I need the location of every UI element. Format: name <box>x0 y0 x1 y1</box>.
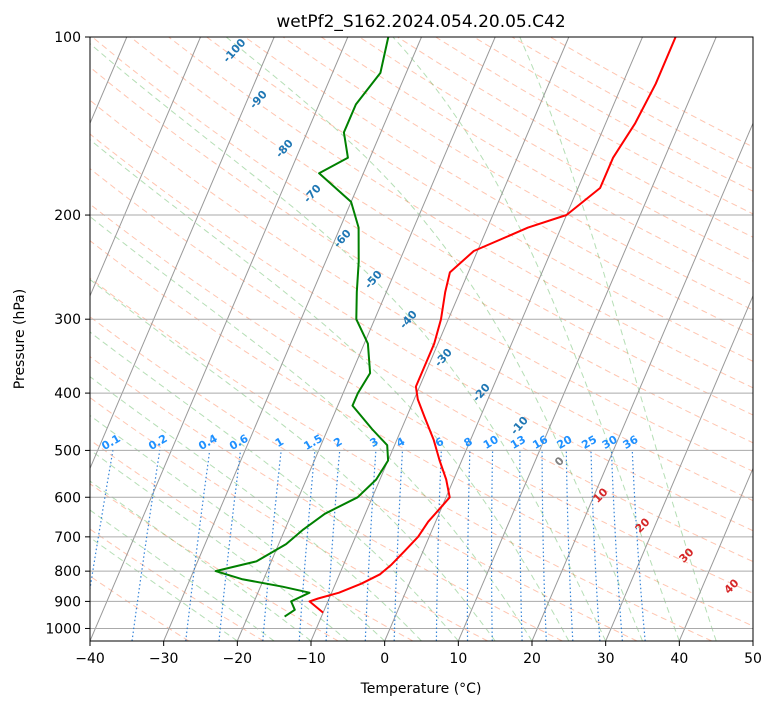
dry-adiabat-line <box>92 37 775 641</box>
moist-adiabat-label: 40 <box>722 576 742 596</box>
mixing-ratio-label: 8 <box>462 435 475 450</box>
moist-adiabat-line <box>0 37 495 641</box>
mixing-ratio-label: 16 <box>530 433 550 452</box>
x-tick-label: −30 <box>149 651 179 667</box>
mixing-ratio-label: 0.6 <box>227 432 251 453</box>
isotherm-line <box>164 37 422 641</box>
moist-adiabat-line <box>0 37 569 641</box>
dry-adiabat-label: -20 <box>470 381 493 405</box>
mixing-ratio-line <box>82 450 113 641</box>
temperature-profile-line <box>310 37 676 613</box>
moist-adiabat-line <box>0 37 274 641</box>
x-tick-label: 0 <box>380 651 389 667</box>
dry-adiabat-line <box>0 37 488 641</box>
isotherm-line <box>16 37 274 641</box>
isotherm-line <box>0 37 201 641</box>
x-tick-label: −40 <box>75 651 105 667</box>
dry-adiabat-line <box>0 37 264 641</box>
dry-adiabat-line <box>0 37 775 641</box>
mixing-ratio-label: 4 <box>394 435 407 450</box>
y-tick-label: 300 <box>54 312 81 328</box>
moist-adiabat-line <box>226 37 642 641</box>
dry-adiabat-line <box>0 37 338 641</box>
moist-adiabat-line <box>0 37 237 641</box>
x-tick-label: −20 <box>223 651 253 667</box>
mixing-ratio-label: 20 <box>555 433 575 452</box>
x-tick-label: −10 <box>296 651 326 667</box>
moist-adiabat-line <box>0 37 532 641</box>
dry-adiabat-line <box>0 37 562 641</box>
dry-adiabat-label: -40 <box>397 308 420 332</box>
isotherm-line <box>458 37 716 641</box>
y-tick-label: 800 <box>54 564 81 580</box>
moist-adiabat-line <box>0 37 385 641</box>
dry-adiabat-line <box>0 37 413 641</box>
mixing-ratio-line <box>520 450 522 641</box>
isotherm-line <box>679 37 775 641</box>
mixing-ratio-line <box>492 450 493 641</box>
dry-adiabat-line <box>512 37 775 641</box>
dewpoint-profile-line <box>216 37 389 617</box>
y-tick-label: 1000 <box>45 621 81 637</box>
moist-adiabat-label: 30 <box>677 545 697 565</box>
dry-adiabat-line <box>550 37 775 641</box>
dry-adiabat-line <box>245 37 775 641</box>
dry-adiabat-line <box>0 37 637 641</box>
dry-adiabat-line <box>283 37 775 641</box>
y-tick-label: 200 <box>54 208 81 224</box>
mixing-ratio-label: 0.4 <box>196 432 220 453</box>
x-tick-label: 30 <box>597 651 615 667</box>
dry-adiabat-label: -90 <box>247 88 270 112</box>
isotherm-line <box>90 37 348 641</box>
x-tick-label: 40 <box>670 651 688 667</box>
mixing-ratio-line <box>436 450 441 641</box>
mixing-ratio-label: 0.2 <box>146 432 169 453</box>
isotherm-line <box>311 37 569 641</box>
dry-adiabat-label: -80 <box>273 137 296 161</box>
isotherm-line <box>753 37 775 641</box>
mixing-ratio-line <box>186 450 210 641</box>
dry-adiabat-line <box>0 37 712 641</box>
moist-adiabat-label: 10 <box>591 485 611 505</box>
dry-adiabat-line <box>359 37 775 641</box>
dry-adiabat-label: -100 <box>220 36 248 65</box>
mixing-ratio-label: 25 <box>579 433 599 452</box>
y-tick-label: 900 <box>54 594 81 610</box>
moist-adiabat-line <box>0 37 348 641</box>
y-tick-label: 700 <box>54 530 81 546</box>
dry-adiabat-line <box>0 37 189 641</box>
y-tick-label: 600 <box>54 490 81 506</box>
x-tick-label: 10 <box>449 651 467 667</box>
moist-adiabat-line <box>0 37 458 641</box>
x-tick-label: 50 <box>744 651 762 667</box>
dry-adiabat-label: -60 <box>331 227 354 251</box>
y-tick-label: 500 <box>54 443 81 459</box>
mixing-ratio-label: 2 <box>331 435 344 450</box>
mixing-ratio-label: 30 <box>600 433 620 452</box>
moist-adiabat-line <box>0 37 422 641</box>
isotherm-line <box>385 37 643 641</box>
moist-adiabat-label: 0 <box>552 454 567 469</box>
dry-adiabat-line <box>436 37 775 641</box>
x-tick-label: 20 <box>523 651 541 667</box>
y-tick-label: 100 <box>54 30 81 46</box>
dry-adiabat-label: -70 <box>301 182 324 206</box>
moist-adiabat-line <box>0 37 311 641</box>
chart-title: wetPf2_S162.2024.054.20.05.C42 <box>276 12 565 32</box>
mixing-ratio-line <box>632 450 645 641</box>
x-axis-label: Temperature (°C) <box>360 681 482 697</box>
mixing-ratio-line <box>566 450 573 641</box>
mixing-ratio-label: 1 <box>273 435 286 450</box>
y-axis-label: Pressure (hPa) <box>12 289 28 389</box>
dry-adiabat-line <box>130 37 775 641</box>
y-tick-label: 400 <box>54 386 81 402</box>
mixing-ratio-label: 36 <box>621 433 641 452</box>
